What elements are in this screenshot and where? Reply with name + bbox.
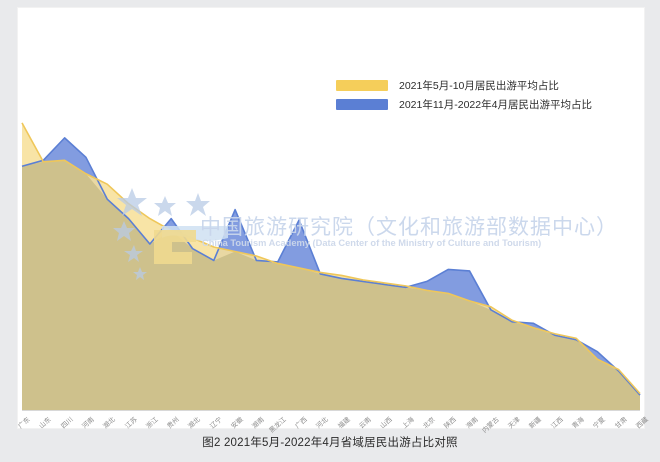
x-tick-label: 上海 — [400, 416, 416, 431]
legend-label-period2: 2021年11月-2022年4月居民出游平均占比 — [399, 99, 592, 111]
legend-label-period1: 2021年5月-10月居民出游平均占比 — [399, 80, 559, 92]
legend-item-period2[interactable]: 2021年11月-2022年4月居民出游平均占比 — [336, 97, 592, 112]
x-tick-label: 陕西 — [443, 416, 458, 431]
x-tick-label: 河北 — [315, 416, 331, 431]
figure-caption: 图2 2021年5月-2022年4月省域居民出游占比对照 — [202, 437, 458, 449]
x-tick-label: 湖北 — [102, 416, 117, 431]
chart-svg — [21, 122, 641, 411]
x-tick-label: 青海 — [571, 416, 586, 431]
x-tick-label: 广西 — [294, 416, 309, 431]
x-tick-label: 山西 — [379, 416, 394, 431]
x-tick-label: 北京 — [422, 416, 437, 431]
x-tick-label: 海南 — [464, 416, 480, 431]
x-tick-label: 湖北 — [187, 416, 203, 431]
x-tick-label: 黑龙江 — [268, 416, 288, 435]
chart-legend: 2021年5月-10月居民出游平均占比 2021年11月-2022年4月居民出游… — [336, 78, 592, 116]
x-tick-label: 四川 — [59, 416, 75, 431]
legend-swatch-period2 — [336, 99, 388, 110]
x-tick-label: 甘肃 — [613, 416, 629, 431]
x-tick-label: 贵州 — [166, 416, 181, 431]
x-tick-label: 湖南 — [251, 416, 267, 431]
x-axis-line — [22, 410, 640, 411]
x-tick-label: 天津 — [507, 416, 522, 431]
x-tick-label: 江苏 — [123, 416, 139, 431]
x-tick-label: 辽宁 — [208, 416, 224, 431]
x-tick-label: 西藏 — [635, 416, 650, 431]
x-tick-label: 江西 — [549, 416, 565, 431]
x-tick-label: 浙江 — [145, 416, 160, 431]
x-tick-label: 山东 — [38, 416, 53, 431]
x-tick-label: 宁夏 — [592, 416, 608, 431]
x-tick-label: 安徽 — [230, 416, 245, 431]
legend-swatch-period1 — [336, 80, 388, 91]
x-tick-label: 广东 — [17, 416, 32, 431]
x-tick-label: 福建 — [336, 416, 352, 431]
x-tick-label: 河南 — [81, 416, 96, 431]
area-chart-plot — [18, 8, 644, 428]
x-tick-label: 内蒙古 — [481, 416, 501, 435]
legend-item-period1[interactable]: 2021年5月-10月居民出游平均占比 — [336, 78, 592, 93]
chart-card: 2021年5月-10月居民出游平均占比 2021年11月-2022年4月居民出游… — [17, 8, 650, 435]
x-tick-label: 新疆 — [528, 416, 544, 431]
x-tick-label: 云南 — [358, 416, 373, 431]
